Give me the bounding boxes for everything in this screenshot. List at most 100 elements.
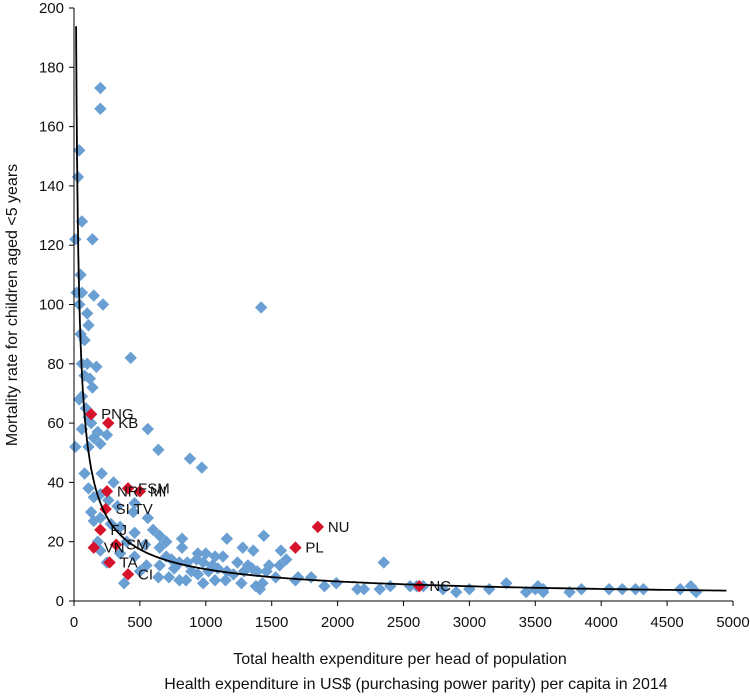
data-point: [95, 467, 108, 480]
y-tick-label: 20: [47, 534, 64, 551]
point-label-ta: TA: [120, 554, 138, 571]
y-tick-label: 60: [47, 415, 64, 432]
data-point: [206, 559, 219, 572]
data-point: [537, 582, 550, 596]
x-tick-label: 1000: [189, 614, 222, 631]
data-point: [84, 505, 98, 519]
data-point: [128, 496, 141, 510]
y-axis-title: Mortality rate for children aged <5 year…: [4, 164, 21, 446]
data-point: [138, 538, 152, 551]
data-point: [220, 532, 234, 545]
x-tick-label: 4000: [585, 614, 618, 631]
highlight-point: [289, 541, 302, 554]
y-tick-label: 0: [56, 593, 64, 610]
x-tick-label: 3500: [519, 614, 552, 631]
data-point: [74, 268, 87, 282]
data-point: [254, 301, 268, 314]
data-point: [87, 514, 100, 528]
data-point: [235, 577, 248, 590]
data-point: [216, 550, 230, 563]
data-point: [251, 565, 264, 578]
point-label-sm: SM: [126, 537, 148, 554]
data-point: [78, 467, 91, 480]
y-tick-label: 140: [39, 178, 64, 195]
data-point: [357, 582, 371, 596]
data-point: [181, 556, 194, 569]
data-point: [227, 568, 240, 581]
y-tick-label: 100: [39, 297, 64, 314]
data-point: [128, 526, 141, 540]
data-point: [127, 505, 140, 519]
point-label-vn: VN: [104, 540, 125, 557]
data-point: [124, 351, 137, 365]
point-label-nc: NC: [429, 578, 451, 595]
point-label-nr: NR: [117, 483, 139, 500]
data-point: [674, 582, 687, 596]
data-point: [102, 493, 115, 507]
data-point: [173, 556, 186, 569]
data-point: [140, 559, 153, 572]
data-point: [133, 565, 147, 578]
data-point: [82, 319, 95, 332]
ticks-layer: 0 500 1000 1500 2000 2500 3000 3500 4000 4500 5000…: [39, 0, 750, 631]
data-point: [82, 482, 95, 495]
highlight-point: [102, 416, 115, 430]
y-tick-label: 180: [39, 59, 64, 76]
data-point: [83, 372, 97, 385]
data-point: [273, 559, 286, 572]
data-point: [351, 582, 364, 596]
data-point: [305, 571, 318, 584]
data-point: [199, 547, 212, 560]
point-label-kb: KB: [118, 415, 138, 432]
data-point: [482, 582, 496, 596]
highlight-point: [103, 556, 116, 569]
data-point: [279, 553, 293, 566]
highlight-point: [121, 568, 135, 581]
point-label-fsm: FSM: [138, 480, 170, 497]
x-tick-label: 3000: [453, 614, 486, 631]
data-point: [113, 547, 127, 560]
data-point: [94, 81, 107, 95]
data-point: [220, 565, 234, 578]
highlight-point: [94, 523, 107, 537]
data-point: [141, 422, 155, 436]
data-point: [167, 562, 181, 575]
data-point: [117, 577, 131, 590]
data-point: [173, 574, 186, 587]
data-point: [384, 579, 397, 593]
y-tick-label: 160: [39, 119, 64, 136]
axes-layer: [73, 8, 733, 602]
data-point: [689, 585, 703, 599]
data-point: [91, 535, 104, 548]
data-point: [463, 582, 476, 596]
data-point: [113, 520, 127, 534]
data-point: [162, 571, 176, 584]
y-tick-label: 80: [47, 356, 64, 373]
data-point: [86, 233, 99, 246]
highlight-point: [100, 485, 114, 498]
data-point: [185, 565, 198, 578]
data-point: [141, 511, 155, 525]
data-point: [96, 298, 110, 311]
data-point: [75, 215, 89, 228]
data-point: [153, 559, 166, 572]
y-tick-label: 200: [39, 0, 64, 17]
data-point: [196, 577, 210, 590]
data-point: [175, 541, 189, 554]
data-point: [289, 574, 302, 587]
data-point: [69, 440, 82, 454]
y-tick-label: 120: [39, 237, 64, 254]
x-axis-title: Total health expenditure per head of pop…: [233, 651, 567, 668]
data-point: [531, 579, 545, 593]
highlight-point: [413, 579, 426, 593]
x-tick-label: 0: [70, 614, 78, 631]
data-point: [100, 428, 114, 442]
points-layer: [69, 81, 703, 599]
data-point: [249, 579, 263, 593]
data-point: [73, 144, 86, 157]
data-point: [153, 541, 166, 554]
data-point: [231, 556, 244, 569]
data-point: [153, 529, 166, 542]
